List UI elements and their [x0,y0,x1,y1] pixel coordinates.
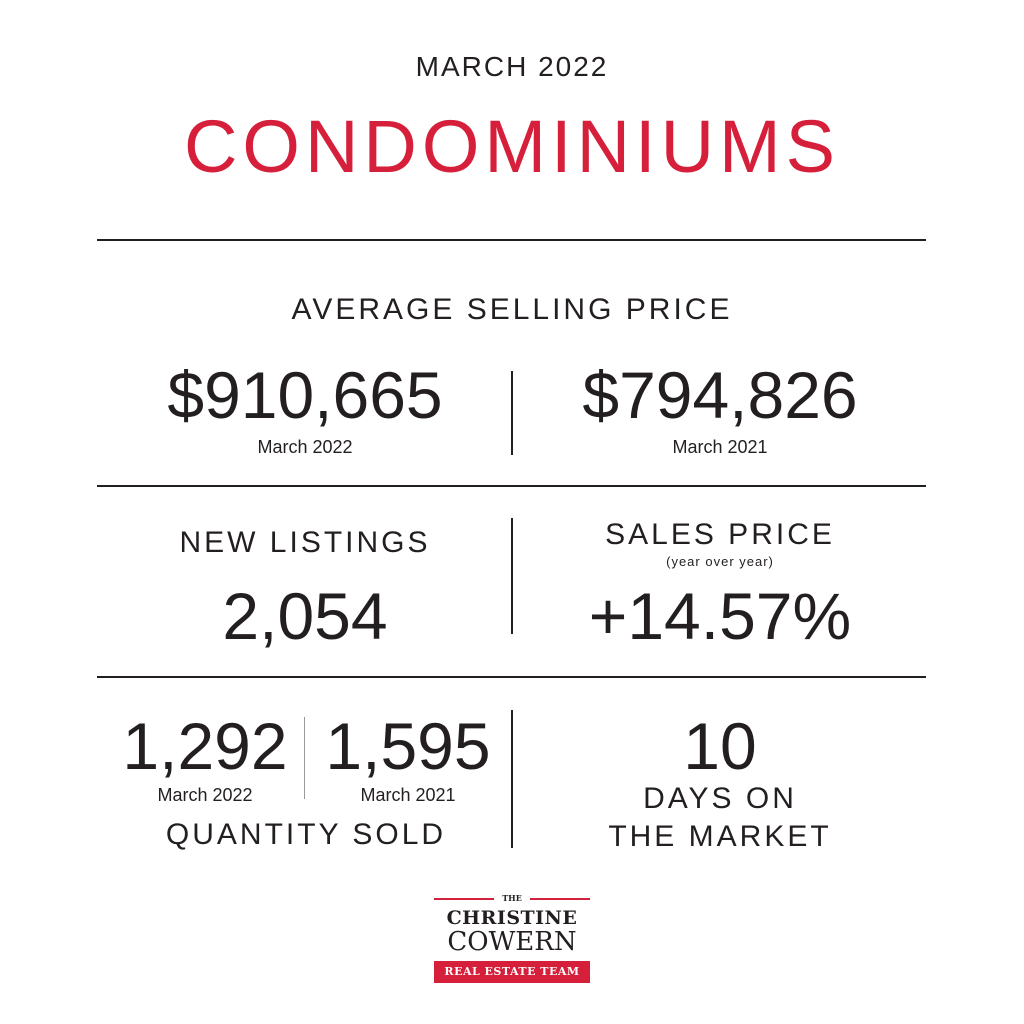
divider-bottom [97,676,926,678]
quantity-sold-current: 1,292 [122,709,288,783]
days-on-market-label-line2: THE MARKET [608,820,832,853]
sales-price-value: +14.57% [588,579,852,653]
quantity-sold-previous-period: March 2021 [360,785,456,805]
logo-right-line [530,898,590,900]
avg-price-current-period: March 2022 [257,437,353,457]
avg-price-previous: $794,826 [582,358,858,432]
quantity-sold-previous: 1,595 [325,709,491,783]
logo-the-row: THE [434,893,590,905]
days-on-market-label-line1: DAYS ON [643,782,797,815]
logo-the: THE [502,893,522,903]
sales-price-sublabel: (year over year) [666,554,774,569]
avg-price-label: AVERAGE SELLING PRICE [291,293,733,326]
quantity-sold-current-period: March 2022 [157,785,253,805]
quantity-sold-label: QUANTITY SOLD [165,818,447,851]
new-listings-label: NEW LISTINGS [179,526,431,559]
listings-separator [511,518,513,634]
bottom-separator [511,710,513,848]
divider-top [97,239,926,241]
new-listings-value: 2,054 [222,579,388,653]
report-month: MARCH 2022 [415,51,609,82]
days-on-market-value: 10 [683,709,757,783]
page-title: CONDOMINIUMS [183,105,841,188]
avg-price-separator [511,371,513,455]
logo-name-last: COWERN [447,927,577,957]
logo-band: REAL ESTATE TEAM [434,961,590,983]
divider-middle [97,485,926,487]
avg-price-previous-period: March 2021 [672,437,768,457]
logo-name-first: CHRISTINE [446,907,578,929]
logo-left-line [434,898,494,900]
quantity-sold-inner-separator [304,717,305,799]
sales-price-label: SALES PRICE [605,518,835,551]
avg-price-current: $910,665 [167,358,443,432]
brand-logo: THE CHRISTINE COWERN REAL ESTATE TEAM [434,887,590,987]
